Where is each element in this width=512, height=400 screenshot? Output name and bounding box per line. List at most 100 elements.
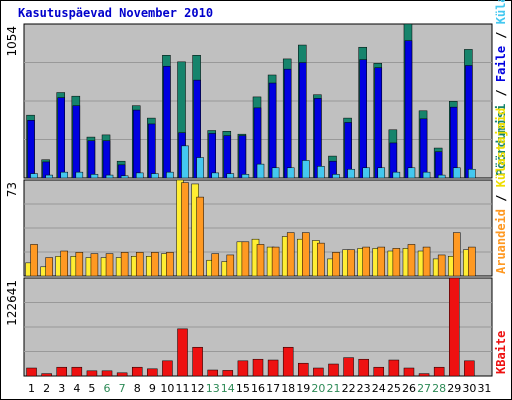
bar-kulastatud-lehti xyxy=(196,157,204,179)
bar-aruandeid xyxy=(211,253,219,277)
bar-kbaite xyxy=(403,367,415,377)
bar-aruandeid xyxy=(347,249,355,277)
legend-entry: Aruandeid xyxy=(494,209,508,274)
bar-kulastatud-lehti xyxy=(90,174,99,179)
x-tick-label: 19 xyxy=(296,382,310,395)
bar-kbaite xyxy=(162,360,173,377)
bar-kbaite xyxy=(252,358,264,377)
bar-kulastatud-lehti xyxy=(392,171,401,179)
x-tick-label: 15 xyxy=(236,382,250,395)
panel-kbytes-legend: KBaite xyxy=(494,331,508,374)
bar-aruandeid xyxy=(407,244,416,277)
x-tick-label: 7 xyxy=(119,382,126,395)
panel-visits-legend: Pöördumisi / Faile / Külastatud lehti xyxy=(494,0,508,176)
bar-aruandeid xyxy=(392,248,401,277)
bar-kbaite xyxy=(71,366,83,377)
x-tick-label: 25 xyxy=(387,382,401,395)
bar-kbaite xyxy=(131,366,143,377)
bar-aruandeid xyxy=(120,252,129,277)
bar-faile xyxy=(283,68,292,179)
bar-faile xyxy=(27,120,35,179)
bar-aruandeid xyxy=(166,252,174,277)
bar-kbaite xyxy=(147,368,158,377)
bar-kbaite xyxy=(177,328,188,377)
bar-aruandeid xyxy=(437,254,446,277)
bar-faile xyxy=(450,106,458,179)
bar-faile xyxy=(359,59,367,179)
legend-entry: / xyxy=(494,24,508,46)
bar-faile xyxy=(223,135,232,179)
bar-kbaite xyxy=(207,369,218,377)
bar-kulastatud-lehti xyxy=(317,166,325,179)
x-tick-label: 31 xyxy=(477,382,491,395)
bar-kulastatud-lehti xyxy=(120,175,129,179)
bar-faile xyxy=(57,97,65,179)
bar-aruandeid xyxy=(377,246,386,277)
bar-kbaite xyxy=(298,362,309,377)
bar-aruandeid xyxy=(30,244,38,277)
bar-kbaite xyxy=(343,357,354,377)
chart-title: Kasutuspäevad November 2010 xyxy=(18,6,214,20)
bar-kulastatud-lehti xyxy=(30,173,38,179)
bar-kbaite xyxy=(433,366,445,377)
bar-faile xyxy=(132,109,141,179)
x-tick-label: 4 xyxy=(73,382,80,395)
bar-faile xyxy=(434,151,443,179)
bar-aruandeid xyxy=(422,246,431,277)
bar-kulastatud-lehti xyxy=(347,168,355,179)
legend-entry: Pöördumisi xyxy=(494,104,508,176)
x-tick-label: 5 xyxy=(88,382,95,395)
bar-faile xyxy=(148,123,156,179)
bar-aruandeid xyxy=(90,253,99,277)
x-tick-label: 8 xyxy=(134,382,141,395)
x-tick-label: 22 xyxy=(342,382,356,395)
bar-kulastatud-lehti xyxy=(166,171,174,179)
bar-aruandeid xyxy=(468,246,476,277)
legend-entry: / xyxy=(494,187,508,209)
bar-aruandeid xyxy=(302,232,310,277)
x-tick-label: 17 xyxy=(266,382,280,395)
x-tick-label: 27 xyxy=(417,382,431,395)
x-tick-label: 29 xyxy=(447,382,461,395)
bar-aruandeid xyxy=(317,242,325,277)
legend-entry: Külastatud lehti xyxy=(494,0,508,24)
panel-kbytes-ymax-label: 122641 xyxy=(5,280,19,326)
x-tick-label: 12 xyxy=(191,382,205,395)
bar-kulastatud-lehti xyxy=(241,174,250,179)
legend-entry: Külastajaid xyxy=(494,108,508,187)
bar-kbaite xyxy=(192,346,203,377)
bar-kulastatud-lehti xyxy=(105,174,114,179)
x-tick-label: 21 xyxy=(326,382,340,395)
legend-entry: Faile xyxy=(494,46,508,82)
bar-kbaite xyxy=(56,366,67,377)
bar-aruandeid xyxy=(226,254,235,277)
bar-aruandeid xyxy=(181,182,189,277)
bar-faile xyxy=(72,105,81,179)
panel-pages-ymax-label: 73 xyxy=(5,182,19,197)
bar-kbaite xyxy=(267,359,279,377)
x-tick-label: 20 xyxy=(311,382,325,395)
panel-visits-ymax-label: 1054 xyxy=(5,26,19,57)
bar-kbaite xyxy=(116,372,128,377)
bar-aruandeid xyxy=(105,253,114,277)
x-tick-label: 6 xyxy=(104,382,111,395)
bar-kbaite xyxy=(464,360,475,377)
bar-kulastatud-lehti xyxy=(286,167,295,179)
bar-kbaite xyxy=(328,363,339,377)
x-tick-label: 11 xyxy=(176,382,190,395)
bar-kulastatud-lehti xyxy=(181,145,189,179)
bar-aruandeid xyxy=(75,252,84,277)
bar-kulastatud-lehti xyxy=(151,173,159,179)
legend-entry: / xyxy=(494,82,508,104)
bar-kbaite xyxy=(86,370,98,377)
bar-faile xyxy=(419,118,428,179)
bar-kbaite xyxy=(313,367,324,377)
bar-kbaite xyxy=(101,370,113,377)
bar-kulastatud-lehti xyxy=(332,174,340,179)
bar-aruandeid xyxy=(362,246,370,277)
x-tick-label: 10 xyxy=(160,382,174,395)
bar-faile xyxy=(374,67,383,179)
bar-faile xyxy=(314,98,322,179)
panel-pages-legend: Aruandeid / Külastajaid xyxy=(494,108,508,274)
